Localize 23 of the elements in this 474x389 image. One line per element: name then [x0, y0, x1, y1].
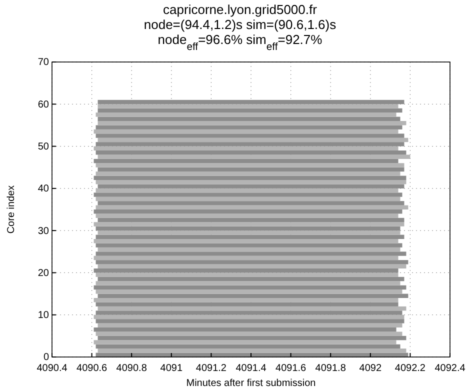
- y-tick-label: 40: [38, 184, 50, 195]
- x-tick-label: 4091.6: [276, 363, 307, 374]
- x-tick-label: 4092.2: [394, 363, 426, 374]
- y-tick-label: 0: [43, 352, 50, 364]
- x-tick-label: 4091.2: [196, 363, 227, 374]
- y-axis-title: Core index: [6, 185, 17, 234]
- x-tick-label: 4091: [160, 363, 183, 374]
- y-tick-label: 10: [38, 310, 50, 322]
- x-tick-label: 4090.8: [116, 363, 148, 374]
- x-axis-title: Minutes after first submission: [186, 378, 316, 389]
- x-tick-label: 4092: [359, 363, 382, 374]
- x-tick-label: 4091.8: [315, 363, 346, 374]
- y-tick-label: 70: [38, 57, 50, 68]
- chart-title: capricorne.lyon.grid5000.fr: [163, 2, 318, 17]
- x-tick-label: 4091.4: [236, 363, 267, 374]
- y-tick-label: 50: [38, 141, 50, 152]
- x-tick-label: 4092.4: [434, 363, 466, 374]
- y-tick-label: 60: [38, 99, 50, 110]
- x-tick-label: 4090.4: [36, 363, 68, 374]
- y-tick-label: 30: [38, 226, 50, 237]
- chart-subtitle: node=(94.4,1.2)s sim=(90.6,1.6)s node$_{eff}$=96.6% sim$_{eff}$=92.7%: [144, 17, 337, 52]
- x-tick-label: 4090.6: [76, 363, 108, 374]
- y-tick-label: 20: [38, 268, 50, 279]
